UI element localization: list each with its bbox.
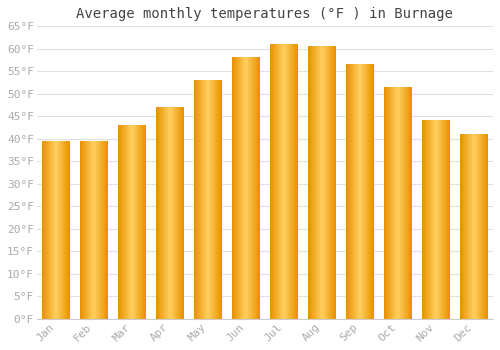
Title: Average monthly temperatures (°F ) in Burnage: Average monthly temperatures (°F ) in Bu… (76, 7, 454, 21)
